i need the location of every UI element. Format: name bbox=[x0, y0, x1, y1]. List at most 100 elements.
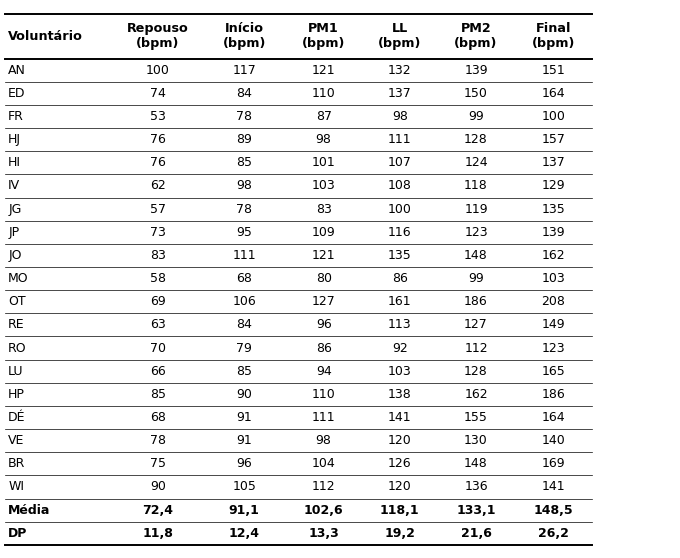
Text: 79: 79 bbox=[236, 341, 252, 354]
Text: 75: 75 bbox=[150, 458, 166, 470]
Text: 100: 100 bbox=[146, 64, 170, 76]
Text: Voluntário: Voluntário bbox=[8, 30, 83, 43]
Text: IV: IV bbox=[8, 180, 20, 193]
Text: 103: 103 bbox=[541, 272, 565, 285]
Text: 84: 84 bbox=[236, 87, 252, 100]
Text: 99: 99 bbox=[468, 272, 484, 285]
Text: 85: 85 bbox=[236, 156, 252, 169]
Text: 120: 120 bbox=[388, 434, 411, 447]
Text: HP: HP bbox=[8, 388, 25, 401]
Text: HJ: HJ bbox=[8, 133, 21, 146]
Text: 13,3: 13,3 bbox=[308, 527, 339, 540]
Text: 102,6: 102,6 bbox=[304, 504, 343, 517]
Text: 94: 94 bbox=[316, 365, 332, 378]
Text: 141: 141 bbox=[388, 411, 411, 424]
Text: PM1
(bpm): PM1 (bpm) bbox=[302, 22, 345, 50]
Text: 105: 105 bbox=[232, 480, 256, 493]
Text: 68: 68 bbox=[236, 272, 252, 285]
Text: 116: 116 bbox=[388, 226, 411, 239]
Text: 164: 164 bbox=[541, 411, 565, 424]
Text: LL
(bpm): LL (bpm) bbox=[378, 22, 422, 50]
Text: PM2
(bpm): PM2 (bpm) bbox=[454, 22, 498, 50]
Text: 162: 162 bbox=[464, 388, 488, 401]
Text: 84: 84 bbox=[236, 319, 252, 331]
Text: 85: 85 bbox=[236, 365, 252, 378]
Text: 76: 76 bbox=[150, 156, 166, 169]
Text: Média: Média bbox=[8, 504, 50, 517]
Text: 104: 104 bbox=[312, 458, 335, 470]
Text: OT: OT bbox=[8, 295, 26, 308]
Text: 78: 78 bbox=[150, 434, 166, 447]
Text: 74: 74 bbox=[150, 87, 166, 100]
Text: 11,8: 11,8 bbox=[142, 527, 173, 540]
Text: Início
(bpm): Início (bpm) bbox=[222, 22, 266, 50]
Text: 112: 112 bbox=[464, 341, 488, 354]
Text: 118,1: 118,1 bbox=[380, 504, 420, 517]
Text: 83: 83 bbox=[150, 249, 166, 262]
Text: 78: 78 bbox=[236, 203, 252, 215]
Text: 186: 186 bbox=[464, 295, 488, 308]
Text: 164: 164 bbox=[541, 87, 565, 100]
Text: 165: 165 bbox=[541, 365, 565, 378]
Text: 151: 151 bbox=[541, 64, 565, 76]
Text: ED: ED bbox=[8, 87, 26, 100]
Text: 91,1: 91,1 bbox=[228, 504, 260, 517]
Text: 80: 80 bbox=[316, 272, 332, 285]
Text: AN: AN bbox=[8, 64, 26, 76]
Text: 109: 109 bbox=[312, 226, 335, 239]
Text: 120: 120 bbox=[388, 480, 411, 493]
Text: 12,4: 12,4 bbox=[228, 527, 260, 540]
Text: 103: 103 bbox=[312, 180, 335, 193]
Text: 95: 95 bbox=[236, 226, 252, 239]
Text: 128: 128 bbox=[464, 133, 488, 146]
Text: 58: 58 bbox=[150, 272, 166, 285]
Text: 106: 106 bbox=[233, 295, 256, 308]
Text: 78: 78 bbox=[236, 110, 252, 123]
Text: JO: JO bbox=[8, 249, 22, 262]
Text: 139: 139 bbox=[464, 64, 488, 76]
Text: 66: 66 bbox=[150, 365, 166, 378]
Text: 70: 70 bbox=[150, 341, 166, 354]
Text: MO: MO bbox=[8, 272, 29, 285]
Text: 108: 108 bbox=[388, 180, 412, 193]
Text: 149: 149 bbox=[541, 319, 565, 331]
Text: 208: 208 bbox=[541, 295, 565, 308]
Text: 132: 132 bbox=[388, 64, 411, 76]
Text: 53: 53 bbox=[150, 110, 166, 123]
Text: 112: 112 bbox=[312, 480, 335, 493]
Text: 126: 126 bbox=[388, 458, 411, 470]
Text: 103: 103 bbox=[388, 365, 411, 378]
Text: 86: 86 bbox=[392, 272, 408, 285]
Text: 135: 135 bbox=[541, 203, 565, 215]
Text: 86: 86 bbox=[316, 341, 332, 354]
Text: 111: 111 bbox=[388, 133, 411, 146]
Text: 57: 57 bbox=[150, 203, 166, 215]
Text: JP: JP bbox=[8, 226, 19, 239]
Text: 89: 89 bbox=[236, 133, 252, 146]
Text: 139: 139 bbox=[541, 226, 565, 239]
Text: VE: VE bbox=[8, 434, 24, 447]
Text: 19,2: 19,2 bbox=[384, 527, 415, 540]
Text: JG: JG bbox=[8, 203, 22, 215]
Text: 26,2: 26,2 bbox=[538, 527, 568, 540]
Text: 111: 111 bbox=[233, 249, 256, 262]
Text: 137: 137 bbox=[541, 156, 565, 169]
Text: 69: 69 bbox=[150, 295, 166, 308]
Text: 99: 99 bbox=[468, 110, 484, 123]
Text: 21,6: 21,6 bbox=[460, 527, 492, 540]
Text: 100: 100 bbox=[541, 110, 565, 123]
Text: 124: 124 bbox=[464, 156, 488, 169]
Text: 169: 169 bbox=[541, 458, 565, 470]
Text: 111: 111 bbox=[312, 411, 335, 424]
Text: 110: 110 bbox=[312, 388, 335, 401]
Text: BR: BR bbox=[8, 458, 26, 470]
Text: 100: 100 bbox=[388, 203, 412, 215]
Text: 148,5: 148,5 bbox=[533, 504, 573, 517]
Text: 118: 118 bbox=[464, 180, 488, 193]
Text: 107: 107 bbox=[388, 156, 412, 169]
Text: 128: 128 bbox=[464, 365, 488, 378]
Text: 127: 127 bbox=[312, 295, 335, 308]
Text: 123: 123 bbox=[464, 226, 488, 239]
Text: 68: 68 bbox=[150, 411, 166, 424]
Text: 62: 62 bbox=[150, 180, 166, 193]
